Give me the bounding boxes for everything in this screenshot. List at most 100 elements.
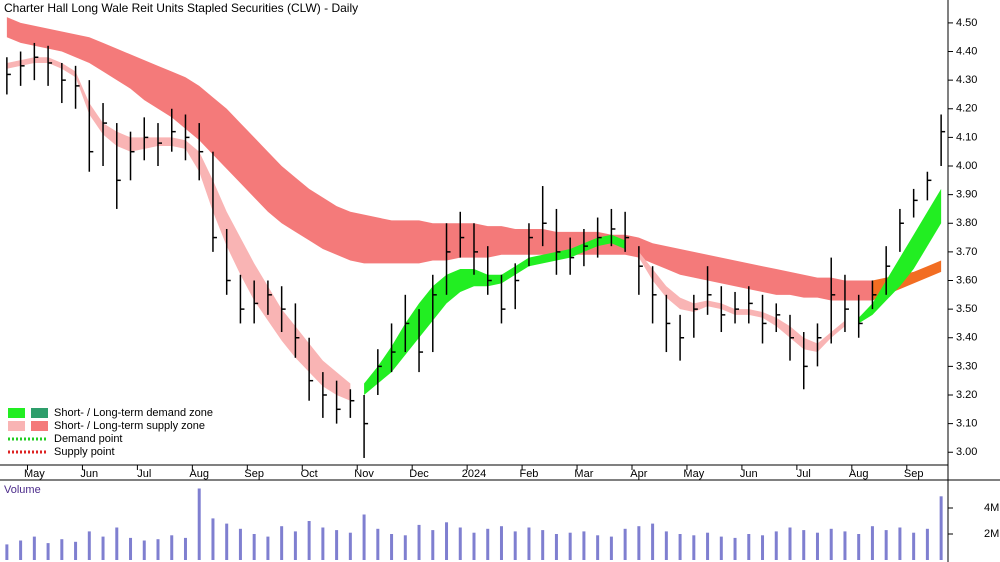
volume-bar	[170, 535, 174, 560]
volume-bar	[417, 524, 421, 560]
legend-label: Short- / Long-term demand zone	[54, 407, 213, 419]
x-tick-label: Aug	[849, 468, 869, 480]
volume-bar	[761, 535, 765, 560]
volume-bar	[925, 528, 929, 560]
volume-bar	[870, 526, 874, 560]
volume-bar	[321, 527, 325, 560]
volume-bar	[225, 523, 229, 560]
x-tick-label: Feb	[519, 468, 538, 480]
volume-bar	[211, 518, 215, 560]
volume-bar	[774, 531, 778, 560]
legend-label: Supply point	[54, 446, 115, 458]
volume-bar	[884, 530, 888, 560]
volume-bar	[568, 532, 572, 560]
y-tick-label: 4.10	[956, 131, 977, 143]
y-tick-label: 4.20	[956, 103, 977, 115]
x-tick-label: Oct	[301, 468, 318, 480]
y-tick-label: 3.00	[956, 446, 977, 458]
legend-swatch	[8, 421, 25, 431]
volume-bar	[857, 534, 861, 560]
volume-bar	[87, 531, 91, 560]
volume-bar	[843, 531, 847, 560]
volume-bar	[445, 522, 449, 560]
volume-bar	[403, 535, 407, 560]
legend-swatch	[8, 408, 25, 418]
x-tick-label: Mar	[574, 468, 593, 480]
volume-bar	[719, 536, 723, 560]
x-tick-label: Apr	[630, 468, 647, 480]
volume-bar	[156, 539, 160, 560]
volume-label: Volume	[4, 484, 41, 496]
y-tick-label: 3.90	[956, 189, 977, 201]
volume-bar	[747, 534, 751, 560]
zone-band	[6, 57, 351, 401]
volume-bar	[335, 530, 339, 560]
volume-bar	[912, 532, 916, 560]
volume-bar	[266, 536, 270, 560]
volume-bar	[664, 531, 668, 560]
y-tick-label: 4.30	[956, 74, 977, 86]
x-tick-label: Jul	[797, 468, 811, 480]
y-tick-label: 3.20	[956, 389, 977, 401]
volume-bar	[609, 536, 613, 560]
volume-bar	[115, 527, 119, 560]
x-tick-label: Jun	[740, 468, 758, 480]
y-tick-label: 3.60	[956, 274, 977, 286]
legend-label: Short- / Long-term supply zone	[54, 420, 205, 432]
volume-bar	[829, 528, 833, 560]
zones	[6, 17, 942, 401]
volume-bar	[692, 535, 696, 560]
volume-bar	[499, 526, 503, 560]
y-tick-label: 3.50	[956, 303, 977, 315]
y-tick-label: 3.30	[956, 360, 977, 372]
volume-panel: 2M 4M	[5, 488, 999, 560]
volume-bar	[815, 532, 819, 560]
volume-bar	[527, 527, 531, 560]
volume-bar	[183, 537, 187, 560]
y-tick-label: 3.40	[956, 332, 977, 344]
volume-bar	[46, 543, 50, 560]
volume-bar	[431, 530, 435, 560]
volume-bar	[197, 488, 201, 560]
volume-bar	[802, 530, 806, 560]
x-tick-label: May	[24, 468, 45, 480]
y-tick-label: 3.70	[956, 246, 977, 258]
x-tick-label: Nov	[354, 468, 374, 480]
volume-bar	[554, 534, 558, 560]
volume-bar	[60, 539, 64, 560]
volume-bar	[238, 528, 242, 560]
volume-bar	[19, 540, 23, 560]
volume-bar	[678, 534, 682, 560]
zone-band	[364, 234, 626, 395]
volume-bar	[472, 532, 476, 560]
x-tick-label: 2024	[462, 468, 486, 480]
volume-bar	[788, 527, 792, 560]
volume-bar	[733, 537, 737, 560]
volume-bar	[362, 514, 366, 560]
volume-bar	[5, 544, 9, 560]
volume-bar	[129, 537, 133, 560]
volume-bar	[252, 534, 256, 560]
zone-band	[6, 17, 873, 301]
legend-label: Demand point	[54, 433, 123, 445]
volume-bar	[486, 528, 490, 560]
volume-bar	[348, 532, 352, 560]
volume-bar	[142, 540, 146, 560]
x-tick-label: Aug	[189, 468, 209, 480]
volume-bar	[376, 528, 380, 560]
volume-bar	[390, 534, 394, 560]
volume-bar	[307, 521, 311, 560]
x-tick-label: Jun	[80, 468, 98, 480]
y-tick-label: 3.10	[956, 418, 977, 430]
volume-bar	[623, 528, 627, 560]
x-tick-label: Sep	[244, 468, 264, 480]
chart-title: Charter Hall Long Wale Reit Units Staple…	[4, 1, 358, 15]
volume-bar	[706, 532, 710, 560]
x-tick-label: Dec	[409, 468, 429, 480]
volume-bar	[582, 531, 586, 560]
volume-bar	[637, 526, 641, 560]
volume-bar	[280, 526, 284, 560]
volume-bar	[458, 527, 462, 560]
volume-bar	[101, 536, 105, 560]
